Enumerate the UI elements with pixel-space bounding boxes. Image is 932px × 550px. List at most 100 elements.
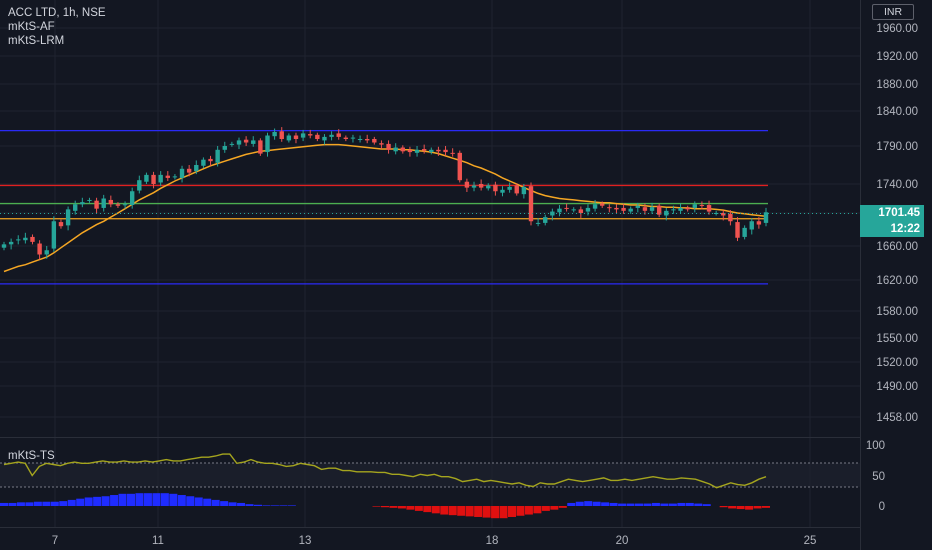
- time-axis[interactable]: 7 11 13 18 20 25: [52, 535, 817, 547]
- histogram-bar: [262, 505, 271, 506]
- histogram-bar: [228, 502, 237, 506]
- currency-badge[interactable]: INR: [872, 4, 914, 20]
- price-tick-label: 1740.00: [876, 179, 918, 191]
- oscillator-legend[interactable]: mKtS-TS: [8, 450, 55, 462]
- candle-body: [51, 221, 57, 249]
- histogram-bar: [42, 501, 51, 506]
- candle-body: [507, 186, 512, 190]
- candle-body: [1, 244, 7, 248]
- horizontal-levels: [0, 129, 768, 285]
- histogram-bar: [110, 495, 119, 506]
- candle-body: [115, 204, 121, 206]
- candle-body: [201, 159, 206, 166]
- candle-body: [229, 143, 235, 145]
- candle-body: [73, 204, 78, 211]
- candle-body: [585, 207, 591, 212]
- candle-body: [557, 208, 562, 213]
- candle-body: [272, 132, 277, 137]
- candle-body: [407, 149, 413, 153]
- histogram-bar: [372, 506, 381, 507]
- candle-body: [379, 143, 384, 145]
- candle-body: [186, 168, 192, 173]
- oscillator-axis[interactable]: 100 50 0: [866, 440, 885, 513]
- candle-body: [101, 198, 106, 208]
- price-tick-label: 1840.00: [876, 106, 918, 118]
- histogram-bar: [491, 506, 500, 519]
- oscillator-tick-label: 50: [872, 471, 885, 483]
- candle-body: [144, 174, 149, 182]
- candle-body: [436, 149, 441, 152]
- candle-body: [16, 239, 21, 241]
- candle-body: [421, 149, 427, 151]
- candle-body: [493, 184, 498, 192]
- symbol-legend[interactable]: ACC LTD, 1h, NSE mKtS-AF mKtS-LRM: [8, 6, 106, 48]
- histogram-bar: [440, 506, 449, 515]
- candle-body: [286, 135, 292, 141]
- candle-body: [443, 149, 448, 153]
- indicator-legend-lrm[interactable]: mKtS-LRM: [8, 35, 65, 47]
- candle-body: [514, 185, 519, 194]
- indicator-legend-af[interactable]: mKtS-AF: [8, 21, 55, 33]
- candle-body: [564, 207, 569, 209]
- histogram-bar: [127, 493, 135, 506]
- histogram-bar: [558, 506, 567, 508]
- histogram-bar: [694, 503, 703, 506]
- candle-body: [621, 207, 626, 211]
- histogram-bar: [753, 506, 762, 509]
- candle-body: [671, 209, 676, 211]
- price-axis[interactable]: 1960.00 1920.00 1880.00 1840.00 1790.00 1740.…: [876, 23, 918, 424]
- candle-body: [571, 209, 576, 211]
- candle-body: [535, 222, 541, 224]
- candle-body: [543, 217, 548, 223]
- histogram-bar: [16, 502, 25, 506]
- histogram-bar: [397, 506, 406, 509]
- histogram-bar: [211, 499, 220, 506]
- histogram-bar: [84, 497, 93, 506]
- candle-body: [635, 205, 641, 208]
- histogram-bar: [736, 506, 745, 510]
- histogram-bar: [25, 502, 34, 506]
- histogram-bar: [237, 502, 246, 506]
- histogram-bar: [50, 501, 59, 506]
- bar-countdown-tag: 12:22: [860, 221, 924, 237]
- price-tick-label: 1660.00: [876, 241, 918, 253]
- symbol-title[interactable]: ACC LTD, 1h, NSE: [8, 7, 106, 19]
- candle-body: [179, 168, 185, 178]
- histogram-bar: [76, 498, 85, 506]
- price-tick-label: 1458.00: [876, 412, 918, 424]
- candle-body: [763, 212, 769, 223]
- histogram-bar: [541, 506, 550, 511]
- histogram-bar: [414, 506, 423, 511]
- histogram-bar: [618, 503, 627, 506]
- histogram-bar: [465, 506, 474, 517]
- candle-body: [414, 149, 420, 153]
- time-tick-label: 25: [804, 535, 817, 547]
- histogram-bar: [584, 501, 593, 506]
- candle-body: [58, 222, 64, 227]
- candle-body: [429, 149, 434, 153]
- candle-body: [308, 134, 313, 136]
- candle-body: [265, 135, 270, 153]
- candle-body: [258, 140, 263, 154]
- histogram-bar: [567, 502, 576, 506]
- candle-body: [692, 204, 697, 208]
- candle-body: [343, 137, 349, 139]
- histogram-bar: [516, 506, 525, 516]
- candle-body: [521, 186, 527, 195]
- candle-body: [664, 210, 669, 216]
- candle-body: [279, 131, 284, 139]
- oscillator-histogram: [0, 493, 770, 519]
- histogram-bar: [702, 504, 711, 506]
- candle-body: [656, 205, 662, 215]
- candle-body: [158, 174, 163, 183]
- histogram-bar: [508, 506, 516, 517]
- histogram-bar: [482, 506, 491, 518]
- candle-body: [486, 185, 491, 189]
- histogram-bar: [135, 493, 144, 506]
- candle-body: [450, 152, 455, 154]
- candle-body: [400, 147, 406, 152]
- histogram-bar: [431, 506, 440, 514]
- time-tick-label: 11: [152, 535, 164, 547]
- candle-body: [315, 134, 320, 139]
